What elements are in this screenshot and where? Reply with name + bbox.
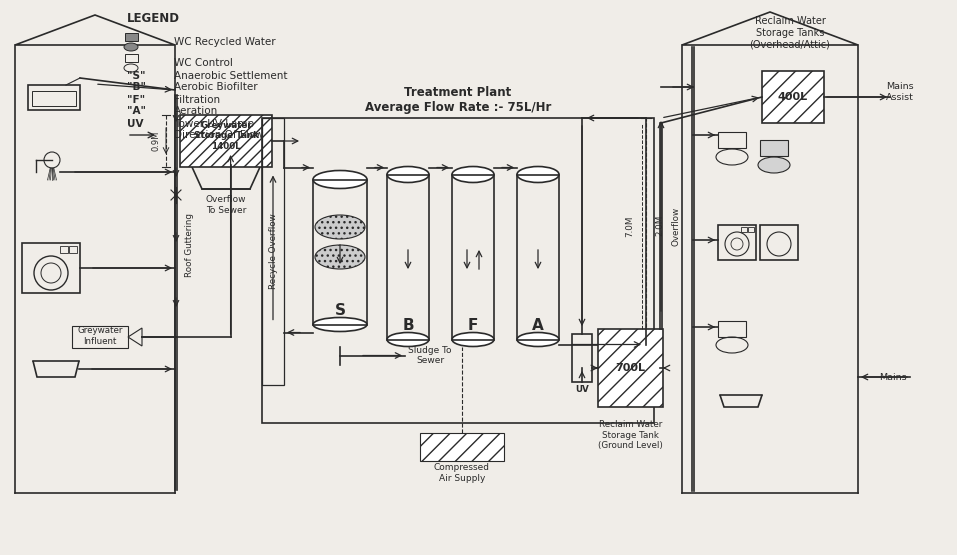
Bar — [313, 179, 367, 325]
Ellipse shape — [387, 332, 429, 346]
Text: Recycle Overflow: Recycle Overflow — [269, 214, 278, 289]
Text: Mains
Assist: Mains Assist — [886, 82, 914, 102]
Ellipse shape — [758, 157, 790, 173]
Ellipse shape — [452, 332, 494, 346]
Text: Aeration: Aeration — [174, 106, 218, 116]
Text: Greywater
Storage Tank
1400L: Greywater Storage Tank 1400L — [193, 121, 258, 151]
Text: 400L: 400L — [778, 92, 808, 102]
Bar — [60, 246, 68, 253]
Text: "F": "F" — [127, 95, 145, 105]
Ellipse shape — [315, 215, 365, 239]
Text: "B": "B" — [127, 82, 146, 92]
Ellipse shape — [315, 245, 365, 269]
Text: UV: UV — [127, 119, 144, 129]
Bar — [125, 33, 138, 41]
Bar — [262, 118, 654, 423]
Bar — [748, 227, 754, 232]
Ellipse shape — [517, 332, 559, 346]
Text: Treatment Plant
Average Flow Rate :- 75L/Hr: Treatment Plant Average Flow Rate :- 75L… — [365, 86, 551, 114]
Text: UV: UV — [575, 386, 589, 395]
Text: Reclaim Water
Storage Tanks
(Overhead/Attic): Reclaim Water Storage Tanks (Overhead/At… — [749, 17, 831, 49]
Text: Direction Of Flow: Direction Of Flow — [174, 130, 263, 140]
Bar — [420, 433, 504, 461]
Text: "S": "S" — [127, 71, 145, 81]
Text: 700L: 700L — [615, 363, 646, 373]
Bar — [22, 243, 80, 293]
Bar — [760, 225, 798, 260]
Bar — [760, 140, 788, 156]
Text: WC Control: WC Control — [174, 58, 233, 68]
Bar — [718, 132, 746, 148]
Text: Aerobic Biofilter: Aerobic Biofilter — [174, 82, 257, 92]
Text: Overflow: Overflow — [672, 206, 680, 245]
Text: Sludge To
Sewer: Sludge To Sewer — [409, 346, 452, 365]
Text: A: A — [532, 318, 544, 333]
Bar — [718, 225, 756, 260]
Text: Tower UV Lamp: Tower UV Lamp — [174, 119, 255, 129]
Text: Greywater
Influent: Greywater Influent — [78, 326, 122, 346]
Text: S: S — [335, 303, 345, 318]
Bar — [180, 115, 272, 167]
Text: 7.0M: 7.0M — [626, 215, 634, 236]
Text: 2.0M: 2.0M — [656, 215, 664, 236]
Text: Mains: Mains — [879, 372, 907, 381]
Bar — [28, 85, 80, 110]
Bar — [598, 329, 663, 407]
Text: Reclaim Water
Storage Tank
(Ground Level): Reclaim Water Storage Tank (Ground Level… — [598, 420, 663, 450]
Ellipse shape — [517, 166, 559, 183]
Bar — [125, 54, 138, 62]
Text: "A": "A" — [127, 106, 146, 116]
Ellipse shape — [452, 166, 494, 183]
Bar — [741, 227, 747, 232]
Bar — [452, 174, 494, 340]
Text: Filtration: Filtration — [174, 95, 220, 105]
Bar — [718, 321, 746, 337]
Ellipse shape — [387, 166, 429, 183]
Text: Anaerobic Settlement: Anaerobic Settlement — [174, 71, 287, 81]
Bar — [762, 71, 824, 123]
Text: Roof Guttering: Roof Guttering — [185, 213, 193, 277]
Ellipse shape — [313, 317, 367, 331]
Bar — [32, 91, 76, 106]
Text: Overflow
To Sewer: Overflow To Sewer — [206, 195, 246, 215]
Bar — [262, 118, 284, 385]
Bar — [72, 326, 128, 348]
Bar — [517, 174, 559, 340]
Text: WC Recycled Water: WC Recycled Water — [174, 37, 276, 47]
Text: Compressed
Air Supply: Compressed Air Supply — [434, 463, 490, 483]
Bar — [572, 334, 592, 382]
Ellipse shape — [313, 170, 367, 189]
Text: F: F — [468, 318, 478, 333]
Bar — [387, 174, 429, 340]
Text: LEGEND: LEGEND — [127, 12, 180, 24]
Ellipse shape — [124, 43, 138, 51]
Text: 0.9M: 0.9M — [151, 131, 161, 151]
Bar — [69, 246, 77, 253]
Text: B: B — [402, 318, 413, 333]
